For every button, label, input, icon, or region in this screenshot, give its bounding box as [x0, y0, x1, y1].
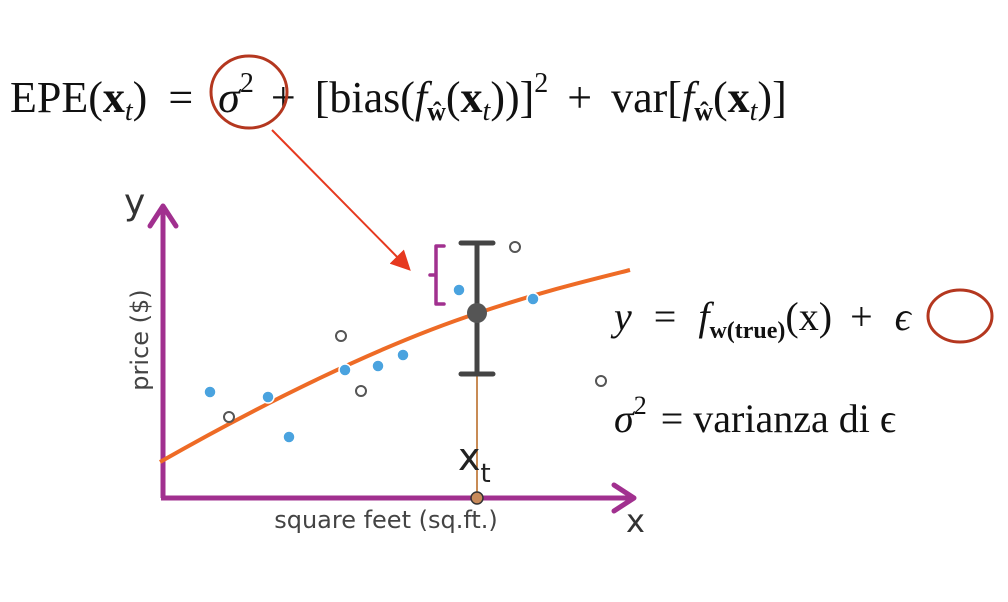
data-point	[396, 348, 410, 362]
xt-label-x: x	[458, 435, 481, 479]
bias-text: [bias(	[315, 73, 415, 122]
epe-equals: =	[168, 73, 193, 122]
true-model-epsilon: ϵ	[895, 294, 913, 339]
hollow-data-points	[223, 241, 607, 423]
data-point	[452, 283, 466, 297]
blue-data-points	[203, 283, 540, 444]
noise-sigma: σ	[614, 396, 635, 441]
sigma-arrow	[271, 129, 411, 271]
bias-close: ))]	[490, 73, 534, 122]
var-arg-sub: t	[750, 96, 759, 127]
data-point	[338, 363, 352, 377]
data-point	[261, 390, 275, 404]
x-axis-arrowhead	[611, 482, 637, 514]
true-model-plus: +	[850, 294, 873, 339]
sigma-sq: 2	[240, 68, 254, 99]
data-point	[526, 292, 540, 306]
noise-bracket	[428, 244, 446, 306]
x-axis-label: x	[626, 502, 645, 540]
data-point	[335, 330, 347, 342]
true-model-arg: (x)	[785, 294, 832, 339]
var-text: var[	[611, 73, 682, 122]
prediction-point	[467, 303, 487, 323]
noise-definition: σ2 = varianza di ϵ	[614, 391, 896, 441]
data-point	[282, 430, 296, 444]
true-model-equals: =	[654, 294, 677, 339]
bias-arg-sub: t	[483, 96, 492, 127]
true-model-y: y	[610, 294, 632, 339]
y-axis-title: price ($)	[126, 289, 154, 390]
x-axis-title: square feet (sq.ft.)	[274, 506, 498, 534]
data-point	[355, 385, 367, 397]
data-point	[509, 241, 521, 253]
sigma-term: σ	[218, 73, 242, 122]
data-point	[371, 359, 385, 373]
epe-arg-sub: t	[125, 96, 134, 127]
var-arg: x	[728, 73, 750, 122]
fitted-curve	[159, 268, 631, 464]
epe-formula: EPE(xt) = σ2 + [bias(fŵ(xt))]2 + var[fŵ(…	[10, 53, 787, 127]
plus-1: +	[271, 73, 296, 122]
true-model-f-sub: w(true)	[709, 318, 785, 344]
noise-definition-text: = varianza di ϵ	[661, 396, 896, 441]
var-close: )]	[757, 73, 786, 122]
bias-f-sub: ŵ	[427, 97, 446, 126]
xt-label: xt	[458, 435, 491, 489]
plus-2: +	[567, 73, 592, 122]
bias-sq: 2	[534, 68, 548, 99]
data-point	[595, 375, 607, 387]
true-model-equation: y = fw(true)(x) + ϵ	[610, 294, 913, 344]
epe-label: EPE	[10, 73, 88, 122]
data-point	[223, 411, 235, 423]
noise-sigma-sq: 2	[634, 391, 647, 420]
var-f-sub: ŵ	[694, 97, 713, 126]
data-point	[203, 385, 217, 399]
y-axis-label: y	[124, 182, 145, 223]
bias-arg: x	[461, 73, 483, 122]
sigma-highlight-circle	[209, 54, 289, 130]
xt-axis-marker	[470, 491, 484, 505]
epe-arg: x	[103, 73, 125, 122]
epsilon-highlight-circle	[926, 288, 994, 344]
y-axis-arrowhead	[147, 203, 179, 229]
xt-label-sub: t	[481, 459, 491, 489]
